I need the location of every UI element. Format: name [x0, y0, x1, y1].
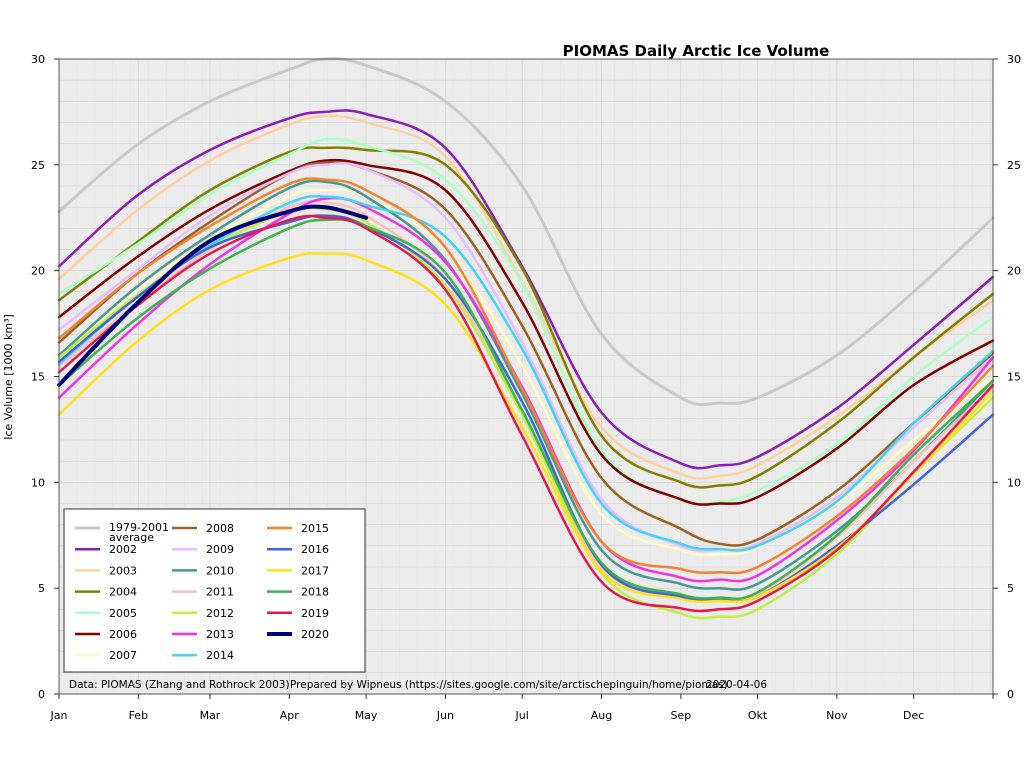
- series-line-2006: [57, 158, 995, 506]
- series-line-2014: [57, 195, 995, 552]
- series-line-2018: [57, 218, 995, 601]
- y-tick-label-left: 5: [38, 582, 45, 595]
- x-tick-label-feb: Feb: [129, 709, 148, 722]
- series-line-2004: [57, 146, 995, 489]
- chart-title: PIOMAS Daily Arctic Ice Volume: [563, 42, 830, 60]
- legend-label-2006: 2006: [109, 628, 137, 641]
- y-tick-label-left: 10: [31, 476, 45, 489]
- series-line-2019: [57, 214, 995, 613]
- y-axis-label: Ice Volume [1000 km³]: [2, 314, 15, 440]
- series-line-2010: [57, 179, 995, 591]
- legend-label-2019: 2019: [301, 607, 329, 620]
- series-line-2017: [57, 252, 995, 604]
- x-tick-label-jan: Jan: [50, 709, 68, 722]
- legend-label-2018: 2018: [301, 586, 329, 599]
- footer-date: 2020-04-06: [706, 679, 767, 691]
- y-tick-label-left: 25: [31, 159, 45, 172]
- x-tick-label-may: May: [355, 709, 378, 722]
- series-line-1979-2001-average: [57, 57, 995, 407]
- y-tick-label-left: 15: [31, 371, 45, 384]
- x-tick-label-nov: Nov: [826, 709, 848, 722]
- x-tick-label-dec: Dec: [903, 709, 924, 722]
- legend-label-2013: 2013: [206, 628, 234, 641]
- legend-label-2008: 2008: [206, 522, 234, 535]
- series-line-2009: [57, 162, 995, 553]
- legend-label-2015: 2015: [301, 522, 329, 535]
- y-tick-label-right: 30: [1007, 53, 1021, 66]
- y-tick-label-left: 20: [31, 265, 45, 278]
- y-tick-label-left: 30: [31, 53, 45, 66]
- x-tick-label-aug: Aug: [591, 709, 612, 722]
- y-tick-label-right: 25: [1007, 159, 1021, 172]
- legend-label-2014: 2014: [206, 649, 234, 662]
- legend-label-1979-2001-average: 1979-2001 average: [109, 521, 169, 544]
- y-tick-label-right: 10: [1007, 476, 1021, 489]
- series-line-2015: [57, 177, 995, 575]
- x-tick-label-sep: Sep: [670, 709, 691, 722]
- series-line-2016: [57, 214, 995, 603]
- legend-label-2020: 2020: [301, 628, 329, 641]
- legend-label-2005: 2005: [109, 607, 137, 620]
- x-tick-label-jul: Jul: [515, 709, 529, 722]
- x-tick-label-okt: Okt: [748, 709, 768, 722]
- legend-label-2016: 2016: [301, 543, 329, 556]
- x-tick-label-apr: Apr: [280, 709, 300, 722]
- y-tick-label-left: 0: [38, 688, 45, 701]
- legend-label-2004: 2004: [109, 586, 137, 599]
- y-tick-label-right: 0: [1007, 688, 1014, 701]
- y-tick-label-right: 20: [1007, 265, 1021, 278]
- legend-label-2017: 2017: [301, 564, 329, 577]
- series-line-2005: [57, 137, 995, 506]
- legend-label-2012: 2012: [206, 607, 234, 620]
- legend-label-2011: 2011: [206, 586, 234, 599]
- series-line-2012: [57, 206, 995, 620]
- y-tick-label-right: 15: [1007, 371, 1021, 384]
- x-tick-label-mar: Mar: [200, 709, 221, 722]
- legend-label-2010: 2010: [206, 564, 234, 577]
- legend-label-2002: 2002: [109, 543, 137, 556]
- footer: Data: PIOMAS (Zhang and Rothrock 2003) P…: [69, 679, 767, 691]
- legend-label-2003: 2003: [109, 564, 137, 577]
- footer-credit: Prepared by Wipneus (https://sites.googl…: [290, 679, 728, 691]
- legend-label-2007: 2007: [109, 649, 137, 662]
- legend-label-2009: 2009: [206, 543, 234, 556]
- y-tick-label-right: 5: [1007, 582, 1014, 595]
- series-line-2008: [57, 161, 995, 547]
- footer-source: Data: PIOMAS (Zhang and Rothrock 2003): [69, 679, 290, 691]
- x-tick-label-jun: Jun: [436, 709, 454, 722]
- legend-box: [63, 508, 366, 673]
- series-line-2020: [57, 204, 369, 387]
- series-lines: [57, 57, 995, 620]
